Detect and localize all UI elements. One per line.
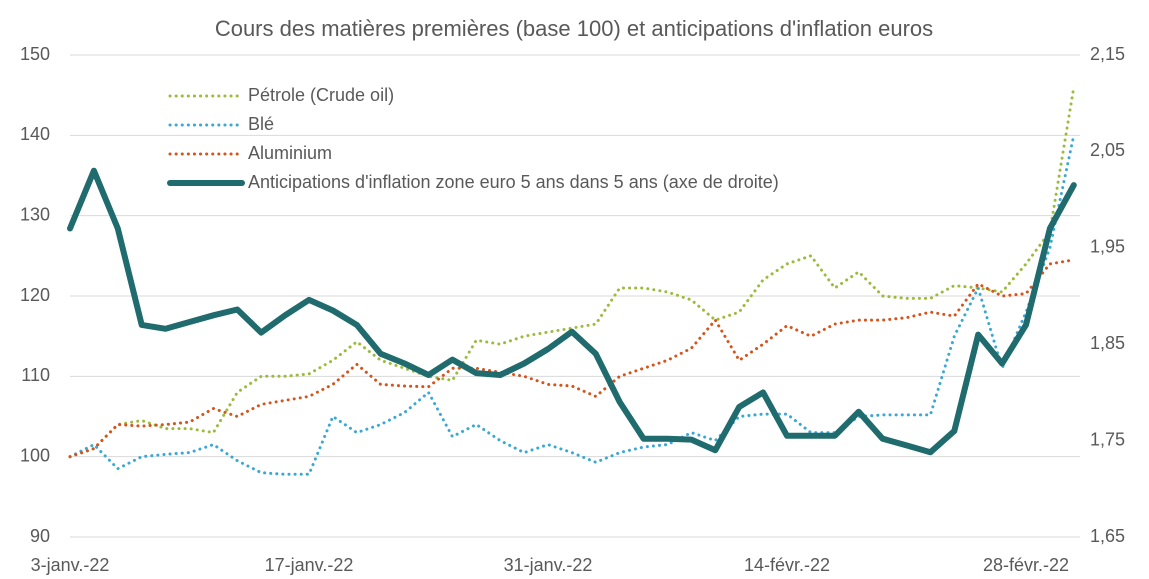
y2-tick-label: 2,05 <box>1090 140 1125 160</box>
chart-title: Cours des matières premières (base 100) … <box>215 16 933 41</box>
y-tick-label: 120 <box>20 285 50 305</box>
series-line <box>68 133 1076 476</box>
series-line <box>68 258 1076 459</box>
y2-tick-label: 1,85 <box>1090 333 1125 353</box>
legend-label: Anticipations d'inflation zone euro 5 an… <box>248 172 779 192</box>
legend-label: Aluminium <box>248 143 332 163</box>
y-tick-label: 100 <box>20 445 50 465</box>
y2-tick-label: 1,75 <box>1090 429 1125 449</box>
y2-tick-label: 2,15 <box>1090 44 1125 64</box>
x-tick-label: 3-janv.-22 <box>31 555 110 575</box>
y-tick-label: 110 <box>21 365 50 385</box>
legend-label: Pétrole (Crude oil) <box>248 85 394 105</box>
x-tick-label: 14-févr.-22 <box>744 555 830 575</box>
x-tick-label: 31-janv.-22 <box>504 555 593 575</box>
legend-label: Blé <box>248 114 274 134</box>
series-line <box>68 85 1076 459</box>
y2-tick-label: 1,95 <box>1090 237 1125 257</box>
x-tick-label: 28-févr.-22 <box>983 555 1069 575</box>
x-tick-label: 17-janv.-22 <box>265 555 354 575</box>
y-tick-label: 130 <box>20 204 50 224</box>
y-tick-label: 90 <box>30 526 50 546</box>
y2-tick-label: 1,65 <box>1090 526 1125 546</box>
series-line <box>67 167 1077 456</box>
y-tick-label: 150 <box>20 44 50 64</box>
y-tick-label: 140 <box>20 124 50 144</box>
